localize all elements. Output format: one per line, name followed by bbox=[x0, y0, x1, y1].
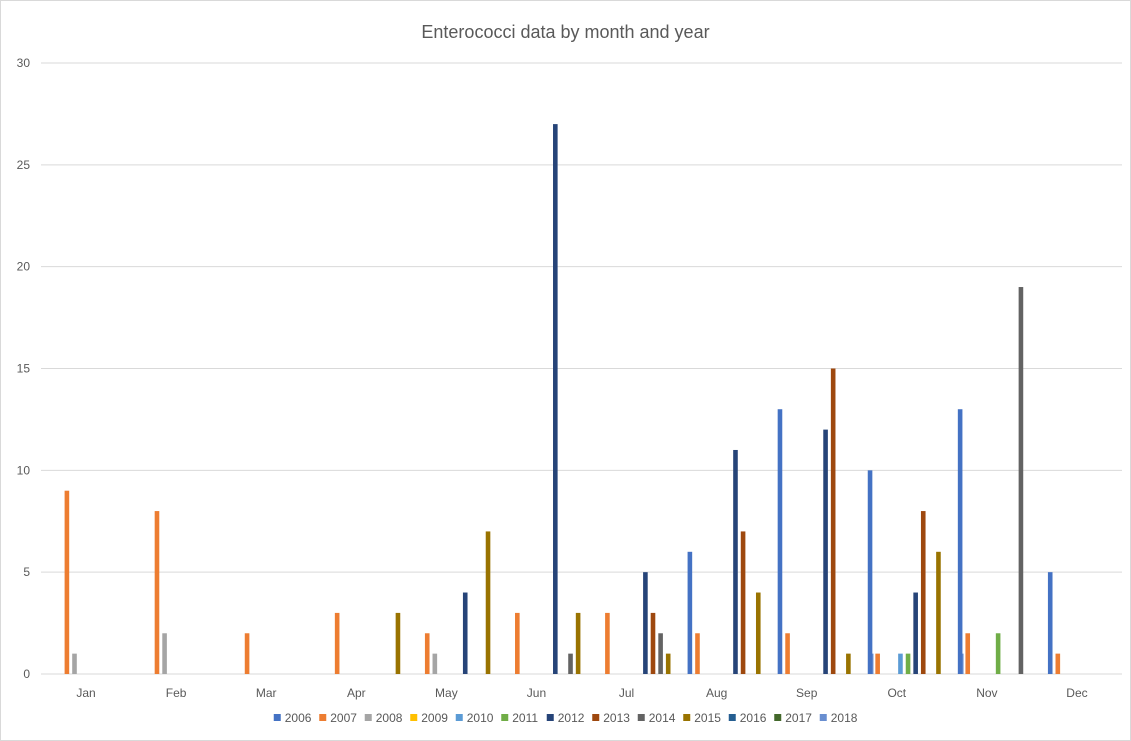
bar bbox=[658, 633, 663, 674]
x-tick-label: Jul bbox=[619, 686, 634, 700]
bar bbox=[995, 633, 1001, 674]
bar bbox=[334, 612, 340, 674]
bar bbox=[830, 368, 836, 674]
legend-swatch bbox=[592, 714, 600, 721]
legend-label: 2011 bbox=[512, 711, 538, 725]
bar bbox=[515, 612, 520, 674]
x-tick-label: May bbox=[435, 686, 458, 700]
legend-label: 2016 bbox=[740, 711, 767, 725]
y-tick-label: 10 bbox=[17, 463, 31, 477]
legend-swatch bbox=[683, 714, 691, 721]
x-tick-label: Feb bbox=[166, 686, 187, 700]
bar bbox=[867, 470, 873, 674]
bar bbox=[823, 429, 828, 674]
x-tick-label: Sep bbox=[796, 686, 818, 700]
bar bbox=[898, 653, 903, 674]
bar bbox=[154, 511, 160, 674]
x-tick-label: Nov bbox=[976, 686, 997, 700]
legend-label: 2010 bbox=[467, 711, 494, 725]
legend-swatch bbox=[410, 714, 418, 721]
legend-label: 2009 bbox=[421, 711, 448, 725]
legend-swatch bbox=[637, 714, 645, 721]
legend-swatch bbox=[455, 714, 463, 721]
bar bbox=[395, 612, 401, 674]
y-tick-label: 20 bbox=[17, 260, 31, 274]
bar bbox=[1055, 653, 1061, 674]
bar bbox=[424, 633, 430, 674]
bars bbox=[64, 124, 1061, 675]
legend-label: 2013 bbox=[603, 711, 630, 725]
legend-label: 2015 bbox=[694, 711, 721, 725]
x-tick-label: Aug bbox=[706, 686, 727, 700]
legend-label: 2008 bbox=[376, 711, 403, 725]
bar bbox=[162, 633, 167, 674]
bar bbox=[740, 531, 746, 674]
legend-label: 2006 bbox=[285, 711, 312, 725]
bar bbox=[568, 653, 573, 674]
legend-label: 2012 bbox=[558, 711, 585, 725]
bar bbox=[575, 612, 581, 674]
bar bbox=[244, 633, 250, 674]
x-tick-label: Mar bbox=[256, 686, 277, 700]
legend-swatch bbox=[273, 714, 281, 721]
x-tick-label: Jun bbox=[527, 686, 546, 700]
bar bbox=[965, 633, 971, 674]
y-tick-label: 0 bbox=[23, 667, 30, 681]
bar bbox=[64, 490, 70, 674]
y-tick-label: 5 bbox=[23, 565, 30, 579]
legend-label: 2007 bbox=[330, 711, 357, 725]
y-tick-label: 30 bbox=[17, 56, 31, 70]
bar bbox=[920, 511, 926, 674]
x-tick-label: Dec bbox=[1066, 686, 1087, 700]
legend-swatch bbox=[819, 714, 827, 721]
bar bbox=[785, 633, 790, 674]
x-tick-label: Apr bbox=[347, 686, 366, 700]
legend-swatch bbox=[774, 714, 782, 721]
legend-swatch bbox=[728, 714, 736, 721]
bar bbox=[462, 592, 468, 674]
bar bbox=[695, 633, 700, 674]
bar bbox=[875, 653, 880, 674]
bar bbox=[777, 409, 783, 674]
legend: 2006 2007 2008 2009 2010 2011 2012 2013 2014 2015… bbox=[273, 711, 858, 725]
x-tick-label: Jan bbox=[76, 686, 95, 700]
bar bbox=[650, 612, 656, 674]
axes: 0 5 10 15 20 25 30 Jan Feb Mar Apr May Jun Jul Aug Sep O… bbox=[17, 56, 1088, 700]
bar bbox=[755, 592, 761, 674]
bar bbox=[432, 653, 438, 674]
bar bbox=[605, 612, 610, 674]
gridlines bbox=[41, 62, 1122, 675]
bar bbox=[733, 449, 738, 674]
legend-swatch bbox=[364, 714, 372, 721]
bar bbox=[665, 653, 671, 674]
legend-label: 2014 bbox=[649, 711, 676, 725]
legend-label: 2018 bbox=[831, 711, 858, 725]
legend-swatch bbox=[501, 714, 509, 721]
bar bbox=[936, 551, 941, 674]
legend-label: 2017 bbox=[785, 711, 812, 725]
bar bbox=[905, 653, 911, 674]
bar bbox=[643, 572, 648, 674]
bar bbox=[553, 124, 558, 675]
x-tick-label: Oct bbox=[887, 686, 906, 700]
y-tick-label: 25 bbox=[17, 158, 31, 172]
bar bbox=[485, 531, 491, 674]
bar bbox=[1018, 287, 1024, 674]
chart-title: Enterococci data by month and year bbox=[421, 22, 710, 42]
bar bbox=[1047, 572, 1053, 674]
legend-swatch bbox=[319, 714, 327, 721]
bar bbox=[72, 653, 77, 674]
legend-swatch bbox=[546, 714, 554, 721]
bar bbox=[846, 653, 851, 674]
bar bbox=[957, 409, 963, 674]
bar bbox=[913, 592, 918, 674]
y-tick-label: 15 bbox=[17, 362, 31, 376]
bar bbox=[687, 551, 693, 674]
